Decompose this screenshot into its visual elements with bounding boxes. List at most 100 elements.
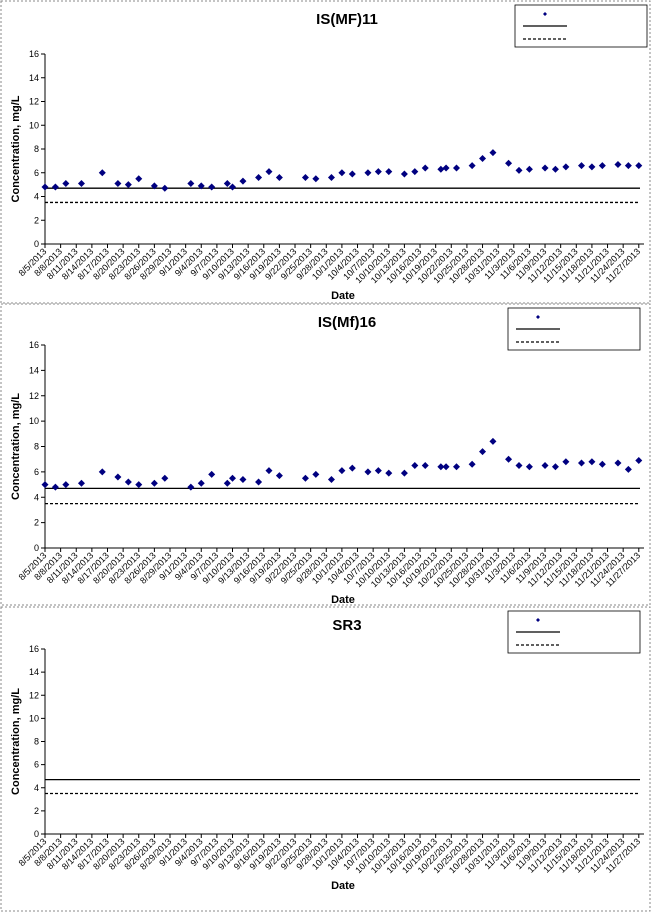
panel-border <box>0 303 651 606</box>
data-point <box>562 163 570 171</box>
data-point <box>515 462 523 470</box>
data-point <box>468 162 476 170</box>
data-point <box>223 179 231 187</box>
data-point <box>41 183 49 191</box>
data-point <box>77 479 85 487</box>
data-point <box>327 174 335 181</box>
data-point <box>551 165 559 173</box>
data-point <box>51 183 59 191</box>
data-point <box>479 448 487 456</box>
y-tick-label: 14 <box>29 365 39 375</box>
y-tick-label: 8 <box>34 737 39 747</box>
data-point <box>505 159 513 167</box>
y-tick-label: 2 <box>34 806 39 816</box>
data-point <box>364 468 372 476</box>
data-point <box>468 460 476 468</box>
y-axis-title: Concentration, mg/L <box>10 688 22 795</box>
data-point <box>135 481 143 489</box>
data-point <box>635 162 643 170</box>
data-point <box>187 483 195 491</box>
data-point <box>41 481 49 489</box>
data-point <box>265 168 273 176</box>
data-point <box>312 470 320 478</box>
data-point <box>505 455 513 463</box>
data-point <box>98 468 106 476</box>
data-point <box>364 169 372 177</box>
x-axis-title: Date <box>331 290 355 302</box>
data-point <box>124 478 132 486</box>
data-point <box>62 179 70 187</box>
data-point <box>327 475 335 483</box>
chart-panel: IS(MF)1102468101214168/5/20138/8/20138/1… <box>0 0 651 304</box>
y-tick-label: 10 <box>29 416 39 426</box>
y-tick-label: 14 <box>29 667 39 677</box>
y-axis-title: Concentration, mg/L <box>10 393 22 500</box>
data-point <box>562 458 570 466</box>
data-point <box>525 165 533 173</box>
data-point <box>348 464 356 472</box>
data-point <box>624 465 632 473</box>
data-point <box>452 463 460 471</box>
y-tick-label: 10 <box>29 713 39 723</box>
data-point <box>223 479 231 487</box>
data-point <box>525 463 533 471</box>
data-point <box>301 174 309 181</box>
data-point <box>442 164 450 172</box>
data-point <box>197 182 205 190</box>
data-point <box>197 479 205 487</box>
data-point <box>338 169 346 177</box>
legend-marker <box>536 618 540 622</box>
y-tick-label: 16 <box>29 49 39 59</box>
panel-border <box>0 0 651 304</box>
data-point <box>400 469 408 477</box>
data-point <box>614 160 622 168</box>
data-point <box>551 463 559 471</box>
data-point <box>135 175 143 183</box>
data-point <box>239 177 247 185</box>
x-axis-title: Date <box>331 594 355 606</box>
x-axis-title: Date <box>331 880 355 892</box>
data-point <box>421 164 429 172</box>
data-point <box>442 463 450 471</box>
data-point <box>187 179 195 187</box>
data-point <box>229 183 237 191</box>
data-point <box>208 470 216 478</box>
data-point <box>312 175 320 183</box>
data-point <box>114 179 122 187</box>
data-point <box>479 155 487 162</box>
data-point <box>255 174 263 181</box>
data-point <box>348 170 356 178</box>
data-point <box>577 162 585 170</box>
data-point <box>275 472 283 480</box>
data-point <box>161 474 169 482</box>
data-point <box>374 168 382 176</box>
y-tick-label: 14 <box>29 73 39 83</box>
data-point <box>598 460 606 468</box>
y-tick-label: 12 <box>29 97 39 107</box>
y-tick-label: 12 <box>29 690 39 700</box>
data-point <box>124 181 132 189</box>
data-point <box>62 481 70 489</box>
data-point <box>411 462 419 470</box>
data-point <box>411 168 419 176</box>
chart-title: IS(Mf)16 <box>318 314 376 331</box>
y-tick-label: 4 <box>34 492 39 502</box>
data-point <box>588 163 596 171</box>
data-point <box>541 462 549 470</box>
legend-marker <box>536 315 540 319</box>
data-point <box>98 169 106 177</box>
y-tick-label: 6 <box>34 760 39 770</box>
data-point <box>255 478 263 486</box>
y-tick-label: 10 <box>29 120 39 130</box>
chart-panel: SR302468101214168/5/20138/8/20138/11/201… <box>0 606 651 912</box>
y-tick-label: 6 <box>34 467 39 477</box>
data-point <box>588 458 596 466</box>
data-point <box>51 483 59 491</box>
data-point <box>338 467 346 475</box>
data-point <box>374 467 382 475</box>
legend-marker <box>543 12 547 16</box>
chart-title: IS(MF)11 <box>316 11 378 28</box>
data-point <box>239 475 247 483</box>
chart-panel: IS(Mf)1602468101214168/5/20138/8/20138/1… <box>0 303 651 606</box>
data-point <box>598 162 606 170</box>
